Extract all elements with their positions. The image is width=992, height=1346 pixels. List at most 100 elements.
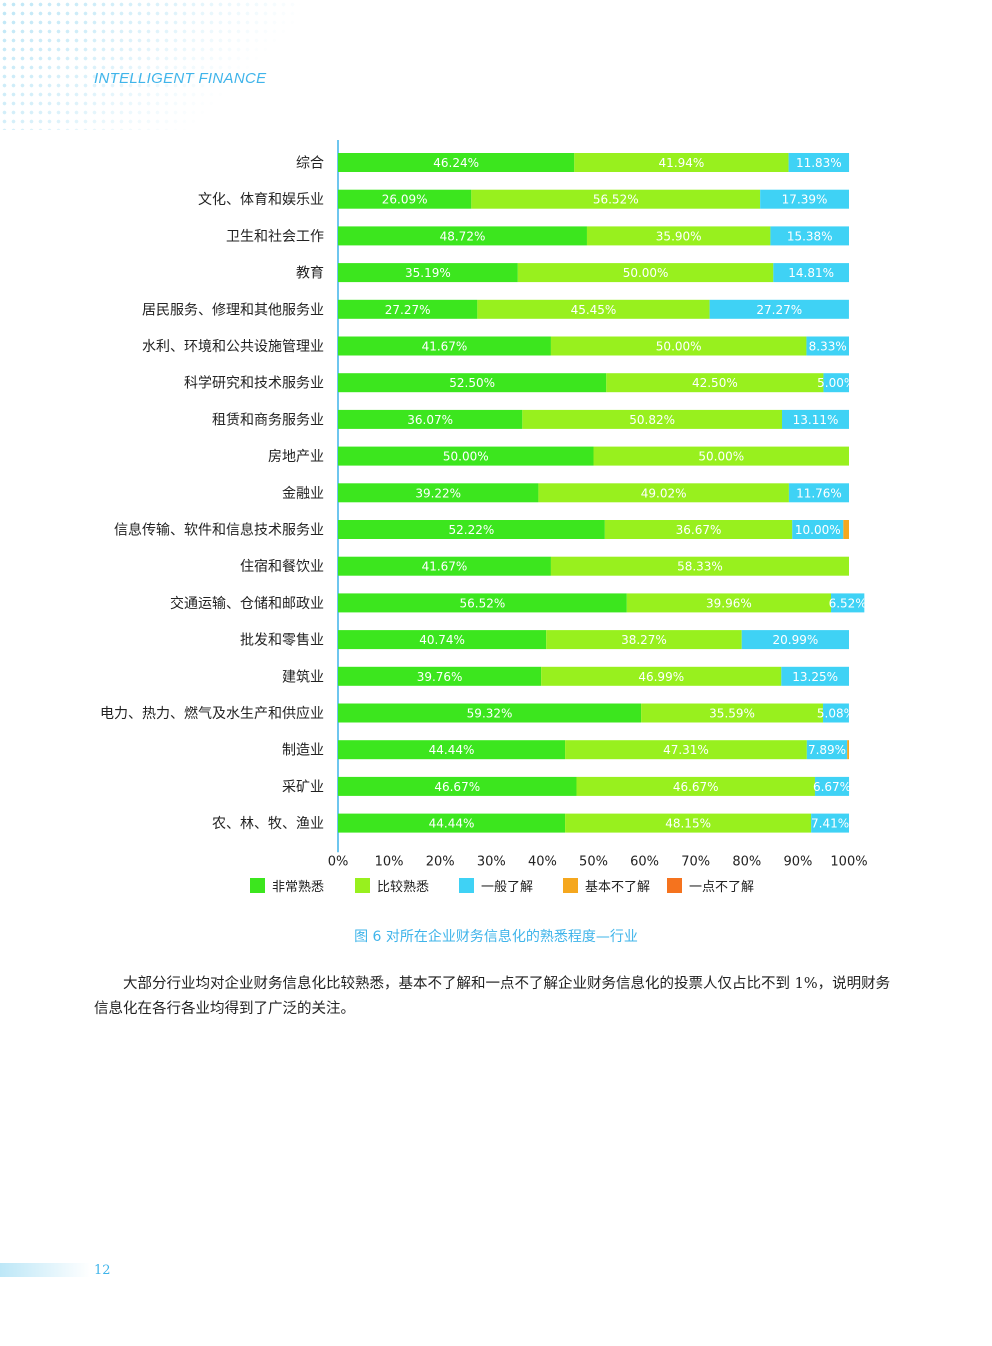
data-label: 59.32%	[467, 707, 513, 721]
data-label: 44.44%	[429, 743, 475, 757]
bar-segment	[781, 666, 849, 686]
data-label: 7.41%	[811, 817, 849, 831]
data-label: 35.59%	[709, 707, 755, 721]
bar-segment	[788, 483, 849, 503]
bar-segment	[586, 226, 771, 246]
data-label: 13.11%	[793, 413, 839, 427]
x-tick-label: 20%	[426, 854, 455, 869]
category-label: 采矿业	[282, 779, 324, 795]
category-label: 制造业	[282, 743, 324, 759]
category-label: 文化、体育和娱乐业	[198, 192, 324, 208]
x-tick-label: 10%	[375, 854, 404, 869]
bar-segment	[843, 520, 849, 539]
x-tick-label: 70%	[681, 854, 710, 869]
data-label: 49.02%	[641, 486, 687, 500]
data-label: 48.72%	[440, 229, 486, 243]
stacked-bar-chart: 综合 46.24% 41.94% 11.83% 文化、体育和娱乐业 26.09% 56.52…	[100, 140, 868, 869]
bar-segment	[338, 630, 547, 650]
x-tick-label: 30%	[477, 854, 506, 869]
bar-segment	[338, 483, 539, 503]
data-label: 46.67%	[673, 780, 719, 794]
category-label: 批发和零售业	[240, 633, 324, 649]
data-label: 38.27%	[621, 633, 667, 647]
legend-swatch	[355, 878, 370, 893]
data-label: 8.33%	[809, 340, 847, 354]
legend-label: 比较熟悉	[377, 880, 430, 895]
data-label: 35.90%	[656, 229, 702, 243]
data-label: 56.52%	[593, 193, 639, 207]
data-label: 39.22%	[415, 486, 461, 500]
bar-segment	[788, 153, 850, 172]
bar-segment	[338, 703, 642, 723]
legend-label: 非常熟悉	[272, 880, 325, 895]
data-label: 10.00%	[795, 523, 841, 537]
data-label: 40.74%	[419, 633, 465, 647]
data-label: 50.82%	[629, 413, 675, 427]
bar-segment	[517, 263, 774, 283]
category-label: 租赁和商务服务业	[212, 412, 324, 428]
data-label: 44.44%	[429, 817, 475, 831]
data-label: 7.89%	[808, 743, 846, 757]
data-label: 36.67%	[676, 523, 722, 537]
bar-segment	[831, 593, 865, 613]
category-label: 农、林、牧、渔业	[212, 816, 324, 832]
data-label: 50.00%	[443, 450, 489, 464]
bar-segment	[471, 189, 761, 209]
bar-segment	[626, 593, 832, 613]
bar-segment	[770, 226, 849, 246]
legend-swatch	[250, 878, 265, 893]
data-label: 11.83%	[796, 156, 842, 170]
bar-segment	[806, 336, 849, 356]
bar-segment	[565, 740, 807, 760]
category-label: 居民服务、修理和其他服务业	[142, 302, 324, 318]
bar-segment	[338, 556, 551, 576]
category-label: 交通运输、仓储和邮政业	[170, 595, 324, 612]
data-label: 50.00%	[623, 266, 669, 280]
legend-item-general-understanding: 一般了解	[459, 876, 533, 895]
data-label: 35.19%	[405, 266, 451, 280]
legend-swatch	[563, 878, 578, 893]
header-title: INTELLIGENT FINANCE	[94, 70, 267, 87]
bar-segment	[741, 630, 849, 650]
bar-segment	[811, 813, 849, 833]
bar-segment	[546, 630, 742, 650]
bar-segment	[338, 520, 605, 539]
bar-segment	[338, 740, 566, 760]
bar-segment	[338, 446, 594, 466]
data-label: 17.39%	[782, 193, 828, 207]
bar-segment	[576, 776, 815, 796]
bar-segment	[522, 409, 783, 429]
bar-segment	[641, 703, 823, 723]
data-label: 50.00%	[698, 450, 744, 464]
body-paragraph: 大部分行业均对企业财务信息化比较熟悉，基本不了解和一点不了解企业财务信息化的投票…	[94, 976, 891, 1017]
data-label: 11.76%	[796, 486, 842, 500]
data-label: 13.25%	[792, 670, 838, 684]
category-label: 住宿和餐饮业	[240, 558, 324, 575]
category-label: 建筑业	[282, 669, 324, 685]
bar-segment	[338, 373, 607, 393]
x-tick-label: 100%	[830, 854, 867, 869]
decorative-dot-pattern	[0, 0, 300, 130]
category-label: 房地产业	[268, 449, 324, 465]
data-label: 41.67%	[422, 340, 468, 354]
figure-caption: 图 6 对所在企业财务信息化的熟悉程度—行业	[354, 929, 638, 945]
data-label: 42.50%	[692, 376, 738, 390]
category-label: 教育	[296, 266, 324, 282]
data-label: 41.94%	[659, 156, 705, 170]
page-number: 12	[94, 1263, 111, 1278]
bar-segment	[792, 520, 844, 539]
bar-segment	[823, 373, 849, 393]
x-tick-label: 60%	[630, 854, 659, 869]
bar-segment	[477, 299, 710, 319]
footer-accent-bar	[0, 1263, 90, 1277]
bar-segment	[709, 299, 849, 319]
bar-segment	[538, 483, 789, 503]
data-label: 58.33%	[677, 560, 723, 574]
legend-swatch	[459, 878, 474, 893]
data-label: 26.09%	[382, 193, 428, 207]
bar-segment	[338, 263, 518, 283]
data-label: 45.45%	[571, 303, 617, 317]
bar-segment	[338, 153, 575, 172]
legend-item-basically-unfamiliar: 基本不了解	[563, 876, 650, 895]
category-label: 综合	[296, 156, 324, 172]
